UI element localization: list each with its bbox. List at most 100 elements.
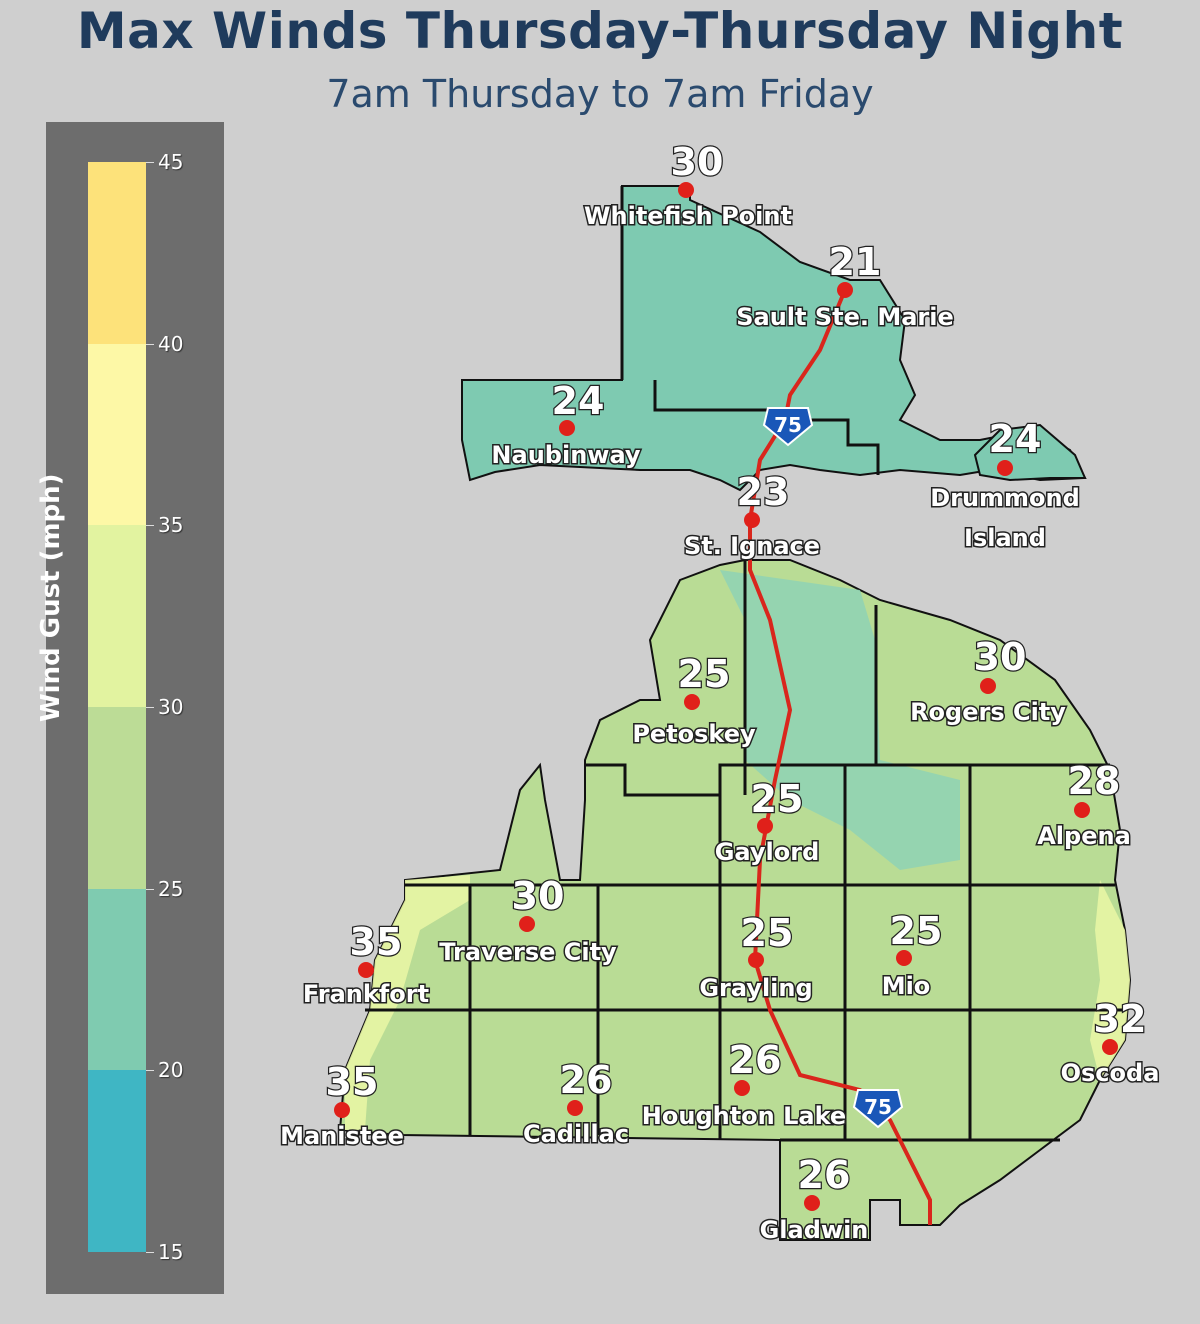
city-dot (734, 1080, 750, 1096)
city-marker: 23 St. Ignace (682, 469, 821, 562)
city-gust-value: 30 (671, 140, 724, 184)
city-gust-value: 35 (326, 1060, 379, 1104)
city-dot (1074, 802, 1090, 818)
city-marker: 30 Rogers City (909, 634, 1068, 728)
city-name-label: Manistee (280, 1122, 404, 1150)
city-marker: 26 Gladwin (758, 1152, 870, 1246)
city-dot (997, 460, 1013, 476)
city-dot (896, 950, 912, 966)
city-name-label: Gladwin (760, 1216, 869, 1244)
city-gust-value: 30 (512, 874, 565, 918)
city-gust-value: 35 (350, 920, 403, 964)
city-marker: 35 Manistee (279, 1059, 406, 1152)
legend-tick-mark (146, 1070, 154, 1072)
city-name-label: Grayling (699, 974, 812, 1002)
city-gust-value: 21 (829, 240, 882, 284)
city-name-label: Gaylord (715, 838, 820, 866)
legend-tick-mark (146, 525, 154, 527)
legend-tick-label: 40 (158, 331, 184, 356)
city-name-label: Mio (882, 972, 931, 1000)
city-dot (804, 1195, 820, 1211)
city-gust-value: 30 (974, 635, 1027, 679)
city-marker: 35 Frankfort (301, 919, 430, 1010)
city-name-label: Frankfort (303, 980, 429, 1008)
map-title: Max Winds Thursday-Thursday Night (76, 2, 1124, 60)
legend-band (88, 343, 146, 526)
city-marker: 26 Houghton Lake (640, 1037, 847, 1132)
city-marker: 24 Drummond Island (929, 416, 1082, 554)
interior-lower-gust-zone (720, 570, 960, 870)
city-gust-value: 25 (890, 909, 943, 953)
city-name-label: Whitefish Point (584, 202, 792, 230)
city-dot (334, 1102, 350, 1118)
city-marker: 24 Naubinway (490, 378, 642, 471)
city-gust-value: 25 (741, 911, 794, 955)
color-legend: Wind Gust (mph) 45 40 35 30 25 20 15 (36, 122, 224, 1294)
city-marker: 30 Traverse City (438, 873, 619, 968)
city-gust-value: 25 (678, 652, 731, 696)
city-name-label: Cadillac (523, 1120, 629, 1148)
city-dot (748, 952, 764, 968)
coastal-gust-zone (345, 875, 470, 1130)
legend-tick-mark (146, 888, 154, 890)
city-name-label: Alpena (1037, 822, 1131, 850)
city-name-label: Rogers City (910, 698, 1066, 726)
legend-band (88, 707, 146, 889)
legend-tick-mark (146, 707, 154, 708)
legend-band (88, 162, 146, 344)
city-name-label: Traverse City (439, 938, 617, 966)
city-name-label: Petoskey (632, 720, 756, 748)
city-gust-value: 32 (1094, 997, 1147, 1041)
city-name-label: Naubinway (491, 441, 640, 469)
city-dot (567, 1100, 583, 1116)
interstate-shield-north: 75 (762, 407, 814, 447)
city-dot (837, 282, 853, 298)
city-dot (358, 962, 374, 978)
city-name-label: Houghton Lake (642, 1102, 846, 1130)
legend-tick-mark (146, 162, 154, 163)
city-marker: 25 Mio (880, 908, 944, 1002)
city-dot (684, 694, 700, 710)
city-name-label: Sault Ste. Marie (736, 303, 954, 331)
city-gust-value: 26 (560, 1058, 613, 1102)
city-dot (1102, 1039, 1118, 1055)
map-subtitle: 7am Thursday to 7am Friday (326, 72, 874, 116)
city-marker: 25 Grayling (698, 910, 814, 1004)
legend-tick-label: 15 (158, 1240, 184, 1264)
legend-tick-label: 45 (158, 150, 184, 174)
city-marker: 25 Gaylord (713, 776, 821, 868)
legend-band (88, 888, 146, 1071)
legend-tick-mark (146, 1252, 154, 1253)
interstate-shield-south: 75 (852, 1089, 904, 1129)
city-gust-value: 26 (729, 1038, 782, 1082)
legend-tick-mark (146, 343, 154, 345)
svg-text:75: 75 (864, 1095, 892, 1119)
upper-peninsula-land (461, 185, 1087, 492)
city-gust-value: 28 (1068, 759, 1121, 803)
city-name-label: St. Ignace (684, 532, 820, 560)
city-gust-value: 26 (798, 1153, 851, 1197)
legend-band (88, 525, 146, 707)
svg-text:75: 75 (774, 413, 802, 437)
city-marker: 28 Alpena (1036, 758, 1133, 852)
city-gust-value: 24 (552, 379, 605, 423)
city-name-label: Oscoda (1061, 1059, 1160, 1087)
city-dot (519, 916, 535, 932)
city-gust-value: 23 (737, 470, 790, 514)
legend-color-bar (88, 162, 146, 1252)
lower-peninsula-land (338, 559, 1132, 1241)
city-dot (980, 678, 996, 694)
city-gust-value: 25 (751, 777, 804, 821)
city-gust-value: 24 (989, 417, 1042, 461)
coastal-gust-zone-east (1090, 880, 1130, 1080)
legend-tick-label: 35 (158, 513, 184, 538)
legend-tick-label: 30 (158, 695, 184, 719)
legend-tick-label: 20 (158, 1058, 184, 1083)
legend-tick-label: 25 (158, 876, 184, 901)
city-dot (744, 512, 760, 528)
city-marker: 32 Oscoda (1059, 996, 1161, 1089)
city-marker: 25 Petoskey (631, 651, 758, 750)
city-name-label: Drummond Island (930, 484, 1080, 552)
city-marker: 30 Whitefish Point (583, 139, 794, 232)
